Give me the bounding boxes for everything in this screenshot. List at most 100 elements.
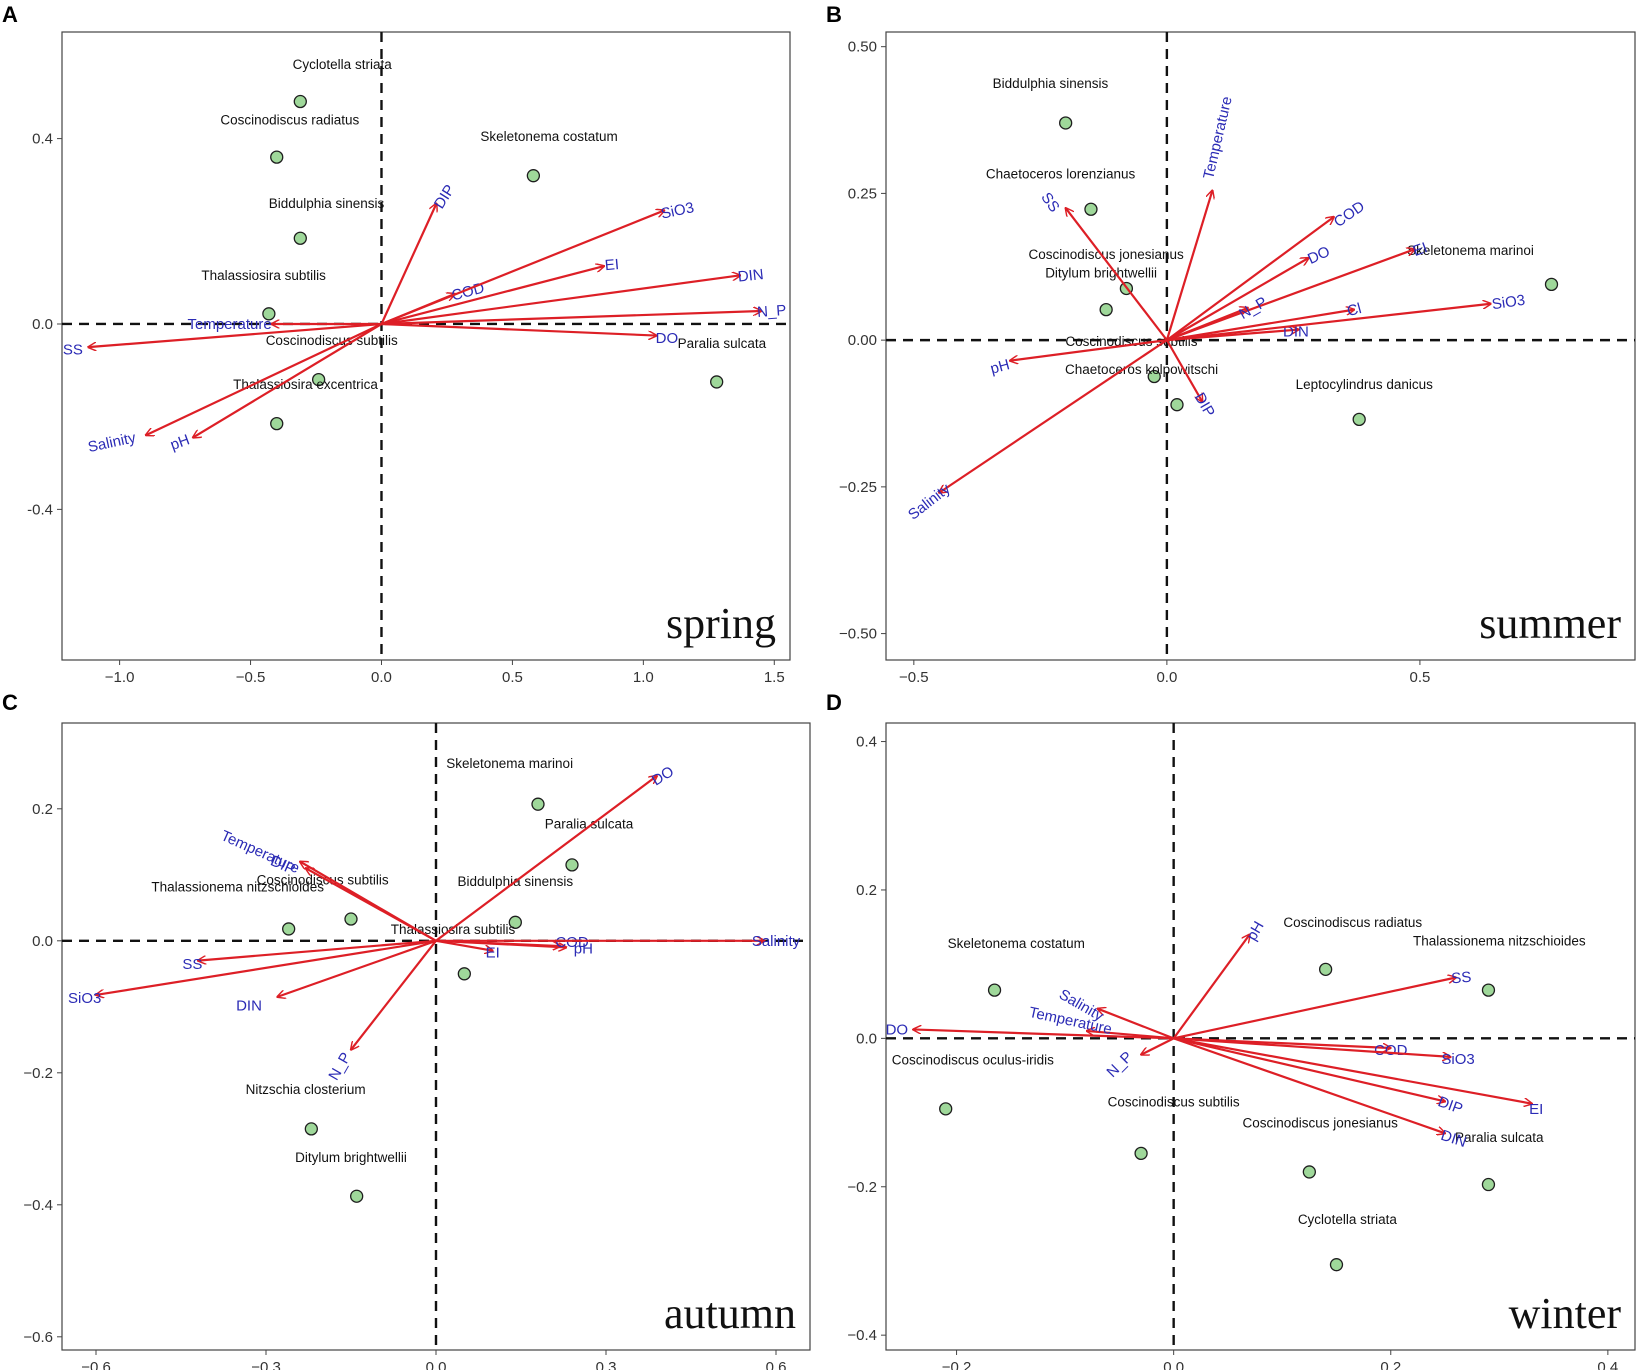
- panel-b-y-tick-label: −0.50: [839, 626, 877, 643]
- panel-a-species-label-skeletonema-costatum: Skeletonema costatum: [480, 129, 617, 144]
- panel-a-species-label-thalassiosira-excentrica: Thalassiosira excentrica: [233, 377, 378, 392]
- panel-d-x-tick-label: 0.2: [1380, 1359, 1401, 1370]
- panel-c-x-tick-label: −0.3: [251, 1359, 281, 1370]
- panel-a-arrow-ei: [381, 266, 604, 326]
- panel-a-species-label-coscinodiscus-radiatus: Coscinodiscus radiatus: [220, 113, 359, 128]
- panel-c-point-thalassionema-nitzschioides: [282, 922, 296, 936]
- panel-a: A −1.0 −0.5 0.0 0.5 1.0 1.5 -0.4 0.0 0.4 Cyclotel…: [2, 2, 791, 686]
- panel-a-y-tick-label: -0.4: [27, 501, 53, 518]
- panel-d-frame: [885, 722, 1636, 1351]
- panel-d-arrow-n-p: [1141, 1037, 1175, 1054]
- panel-a-x-tick-label: 0.0: [371, 669, 392, 686]
- panel-c-species-label-paralia-sulcata: Paralia sulcata: [545, 817, 634, 832]
- panel-d-arrow-ss: [1173, 978, 1456, 1040]
- panel-c-species-label-thalassionema-nitzschioides: Thalassionema nitzschioides: [151, 879, 324, 894]
- panel-a-env-label-ph: pH: [168, 431, 192, 454]
- panel-d-arrow-sio3: [1173, 1037, 1451, 1057]
- panel-c-point-paralia-sulcata: [565, 858, 579, 872]
- panel-a-arrow-ss: [88, 322, 382, 347]
- panel-b-arrow-ei: [1166, 249, 1415, 342]
- panel-a-arrow-sio3: [381, 210, 664, 326]
- panel-a-plot: −1.0 −0.5 0.0 0.5 1.0 1.5 -0.4 0.0 0.4 Cyclotella…: [27, 31, 791, 686]
- panel-d-species-label-paralia-sulcata: Paralia sulcata: [1455, 1130, 1544, 1145]
- panel-c-y-tick-label: −0.4: [23, 1197, 53, 1214]
- panel-c: C −0.6 −0.3 0.0 0.3 0.6 −0.6 −0.4 −0.2 0.0 0.2 Ske…: [2, 690, 811, 1370]
- panel-b-env-label-cod: COD: [1331, 198, 1368, 231]
- panel-d-arrow-ei: [1173, 1037, 1532, 1103]
- panel-c-point-skeletonema-marinoi: [531, 797, 545, 811]
- panel-d-point-cyclotella-striata: [1329, 1258, 1344, 1272]
- panel-d-env-label-n-p: N_P: [1103, 1048, 1136, 1081]
- panel-a-x-tick-label: −0.5: [236, 669, 266, 686]
- panel-b-point-leptocylindrus-danicus: [1352, 412, 1366, 427]
- panel-b-env-label-din: DIN: [1283, 323, 1309, 340]
- panel-a-x-tick-label: 0.5: [502, 669, 523, 686]
- panel-d-species-label-skeletonema-costatum: Skeletonema costatum: [948, 936, 1085, 951]
- panel-c-point-coscinodiscus-subtilis: [344, 912, 358, 926]
- panel-letter-d: D: [826, 690, 842, 715]
- panel-d-species-label-coscinodiscus-radiatus: Coscinodiscus radiatus: [1283, 915, 1422, 930]
- panel-d-plot: −0.2 0.0 0.2 0.4 −0.4 −0.2 0.0 0.2 0.4 Coscinodis…: [847, 722, 1636, 1370]
- panel-c-arrow-ss: [198, 939, 437, 961]
- panel-c-point-ditylum-brightwellii: [350, 1189, 364, 1203]
- panel-d-species-label-coscinodiscus-oculus-iridis: Coscinodiscus oculus-iridis: [892, 1052, 1054, 1067]
- panel-d-species-label-coscinodiscus-jonesianus: Coscinodiscus jonesianus: [1243, 1115, 1399, 1130]
- panel-b-arrow-cod: [1166, 217, 1334, 342]
- panel-a-arrow-din: [381, 275, 740, 326]
- panel-a-env-label-temperature: Temperature: [187, 316, 271, 333]
- panel-b-arrow-dip: [1165, 339, 1202, 402]
- panel-a-point-coscinodiscus-radiatus: [270, 150, 284, 164]
- panel-a-arrow-dip: [380, 203, 436, 325]
- panel-d-point-coscinodiscus-radiatus: [1318, 962, 1333, 976]
- panel-c-point-thalassiosira-subtilis: [457, 967, 471, 981]
- panel-c-env-label-din: DIN: [236, 997, 262, 1014]
- panel-a-species-label-coscinodiscus-subtilis: Coscinodiscus subtilis: [266, 333, 398, 348]
- panel-a-point-skeletonema-costatum: [526, 169, 541, 183]
- panel-d-season-label: winter: [1509, 1289, 1622, 1338]
- panel-d-point-coscinodiscus-jonesianus: [1302, 1165, 1316, 1179]
- panel-a-frame: [61, 31, 791, 661]
- panel-b-y-tick-label: 0.50: [848, 39, 877, 56]
- panel-d: D −0.2 0.0 0.2 0.4 −0.4 −0.2 0.0 0.2 0.4 Coscinod…: [826, 690, 1636, 1370]
- panel-b-point-skeletonema-marinoi: [1544, 277, 1559, 292]
- panel-d-arrow-dip: [1173, 1037, 1445, 1101]
- panel-b-point-coscinodiscus-subtilis: [1147, 369, 1161, 384]
- panel-c-arrow-sio3: [96, 939, 437, 995]
- panel-c-arrow-do: [435, 776, 657, 942]
- panel-b-species-label-chaetoceros-lorenzianus: Chaetoceros lorenzianus: [986, 167, 1136, 182]
- panel-c-species-label-coscinodiscus-subtilis: Coscinodiscus subtilis: [257, 873, 389, 888]
- panel-a-arrow-ph: [193, 323, 383, 438]
- panel-d-env-label-cod: COD: [1374, 1042, 1408, 1059]
- panel-c-species-label-ditylum-brightwellii: Ditylum brightwellii: [295, 1150, 407, 1165]
- panel-c-x-tick-label: 0.3: [596, 1359, 617, 1370]
- panel-d-point-skeletonema-costatum: [987, 983, 1002, 997]
- panel-d-arrow-do: [913, 1029, 1174, 1040]
- panel-b-env-label-dip: DIP: [1191, 390, 1218, 420]
- panel-a-x-tick-label: 1.0: [633, 669, 654, 686]
- panel-a-arrow-salinity: [146, 322, 382, 435]
- panel-a-point-thalassiosira-subtilis: [262, 307, 276, 321]
- panel-b-env-label-temperature: Temperature: [1200, 95, 1236, 181]
- panel-b-arrow-ss: [1066, 208, 1168, 341]
- panel-d-species-label-cyclotella-striata: Cyclotella striata: [1298, 1212, 1398, 1227]
- panel-b-x-tick-label: 0.5: [1409, 669, 1430, 686]
- panel-b-frame: [885, 31, 1636, 661]
- panel-b-arrow-do: [1166, 258, 1309, 342]
- panel-d-env-label-sio3: SiO3: [1441, 1051, 1474, 1068]
- panel-c-species-label-skeletonema-marinoi: Skeletonema marinoi: [446, 756, 573, 771]
- panel-letter-c: C: [2, 690, 18, 715]
- panel-b-arrow-n-p: [1166, 308, 1248, 342]
- panel-b-point-biddulphia-sinensis: [1059, 116, 1073, 130]
- panel-c-point-biddulphia-sinensis: [508, 915, 522, 929]
- panel-c-y-tick-label: −0.6: [23, 1329, 53, 1346]
- panel-b-arrow-sio3: [1166, 304, 1491, 342]
- panel-a-point-thalassiosira-excentrica: [270, 416, 284, 431]
- panel-c-x-tick-label: 0.6: [766, 1359, 787, 1370]
- panel-d-point-paralia-sulcata: [1481, 1177, 1496, 1192]
- panel-d-y-tick-label: 0.4: [856, 734, 877, 751]
- panel-b-env-label-cl: Cl: [1345, 300, 1363, 320]
- panel-d-arrow-salinity: [1098, 1009, 1175, 1040]
- panel-d-point-thalassionema-nitzschioides: [1481, 983, 1496, 997]
- panel-d-env-label-do: DO: [886, 1021, 909, 1038]
